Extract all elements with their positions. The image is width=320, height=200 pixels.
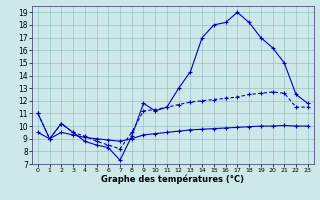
X-axis label: Graphe des températures (°C): Graphe des températures (°C) [101,175,244,184]
